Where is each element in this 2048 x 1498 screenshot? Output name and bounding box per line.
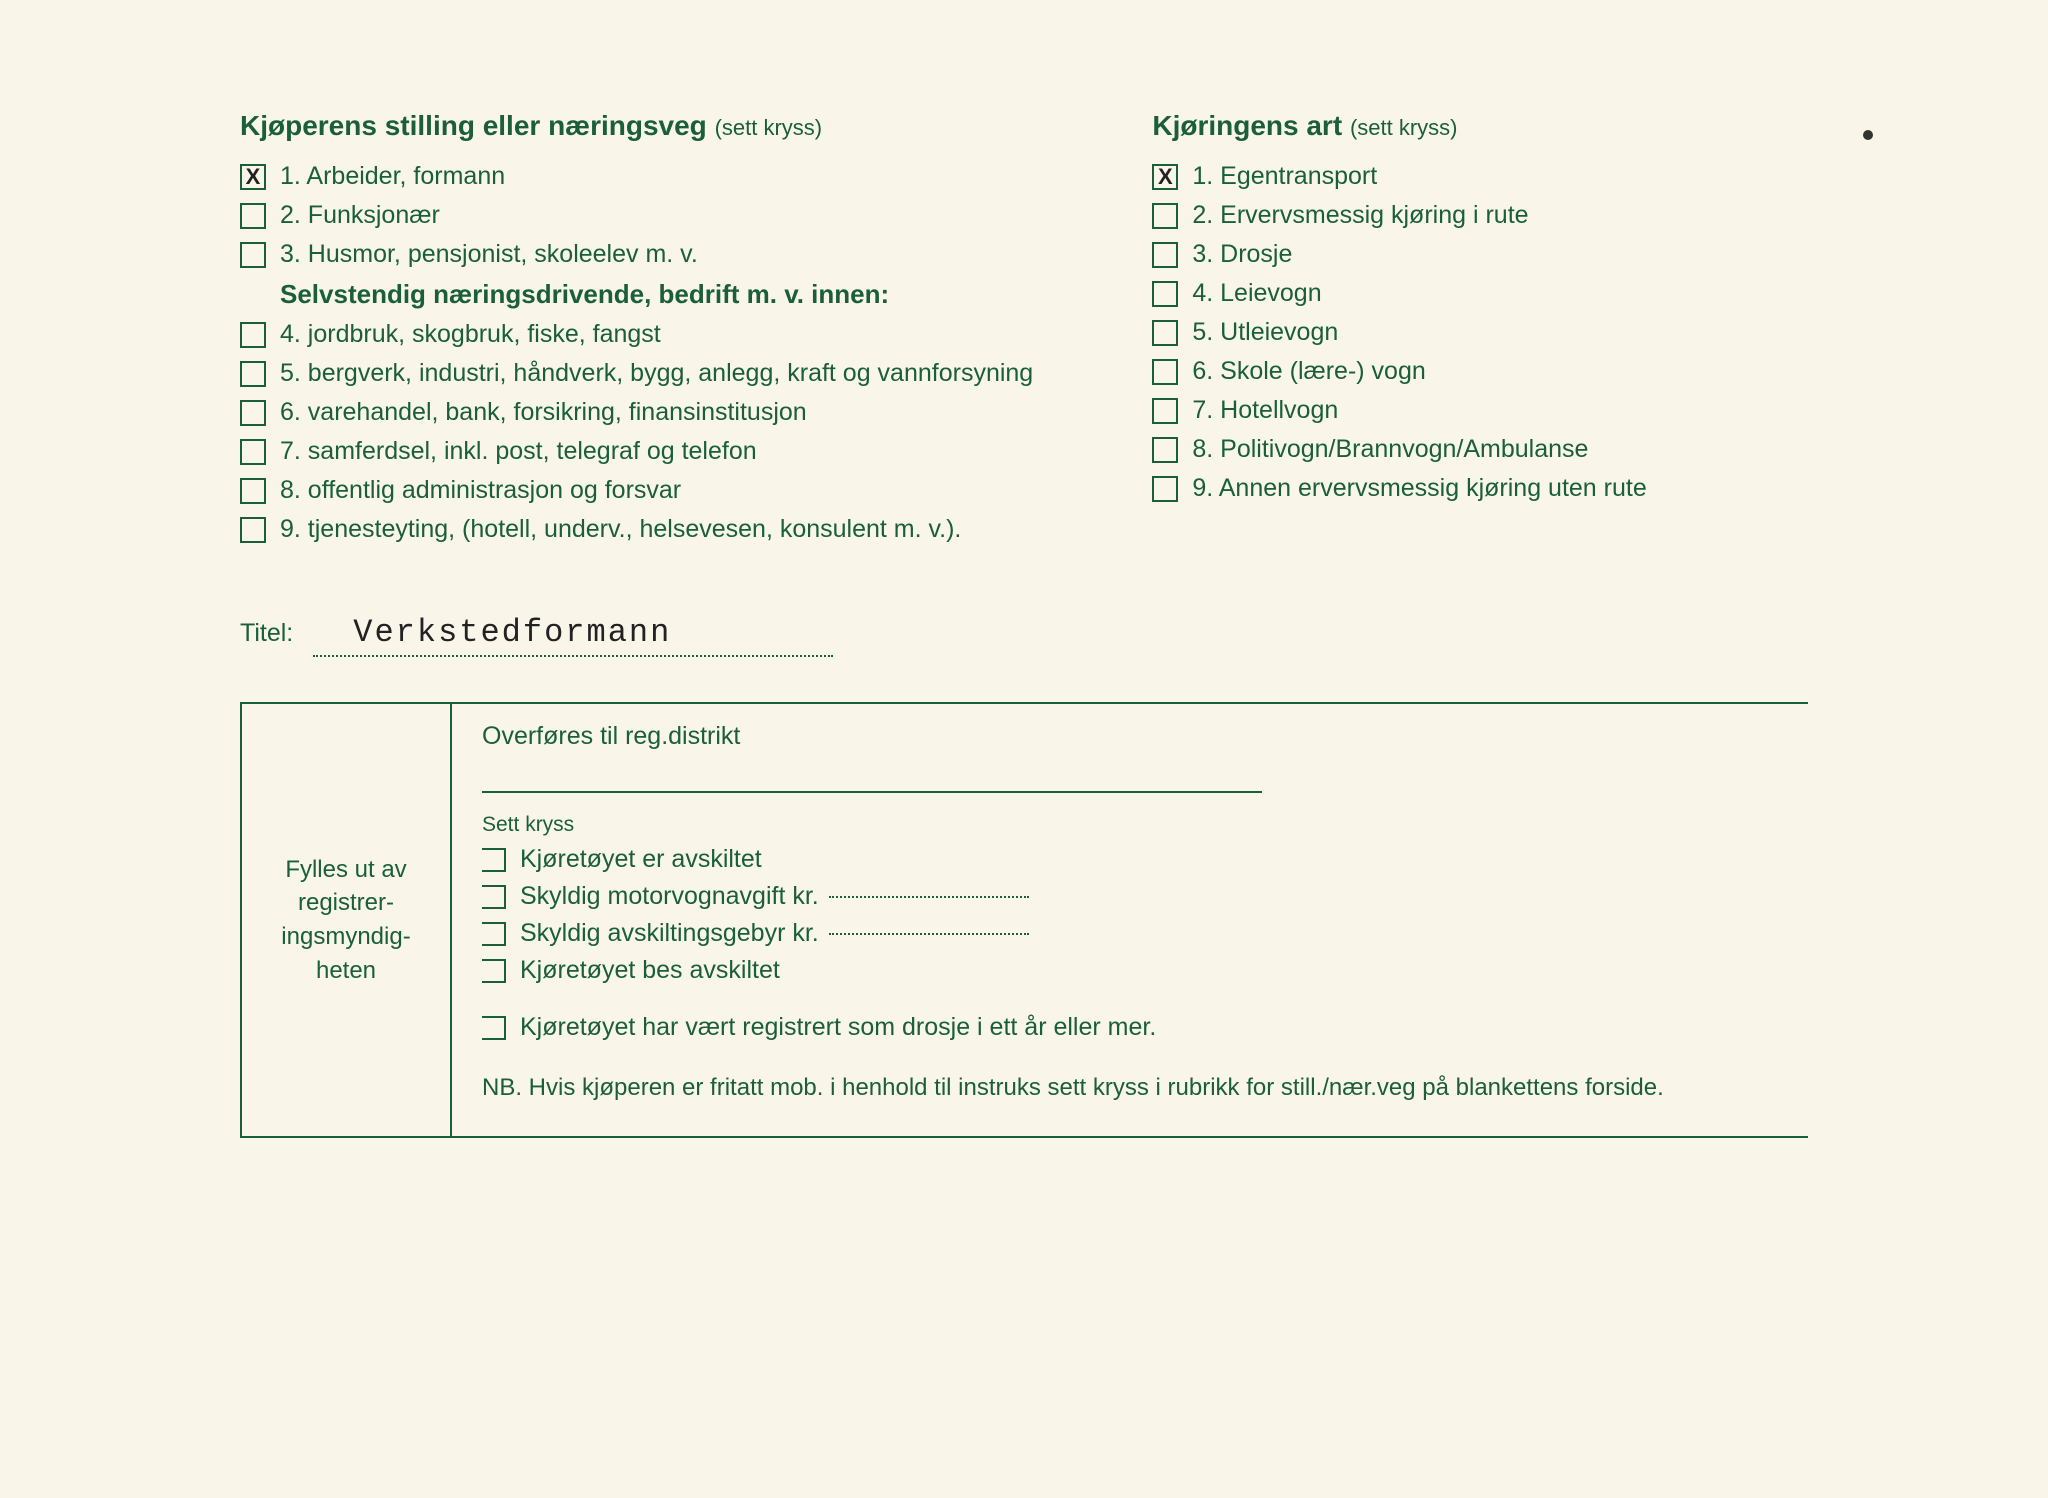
checkbox-row: 9. Annen ervervsmessig kjøring uten rute (1152, 474, 1808, 503)
checkbox-label: 8. offentlig administrasjon og forsvar (280, 476, 681, 505)
reg-check-label: Kjøretøyet er avskiltet (520, 845, 762, 874)
checkbox[interactable] (240, 164, 266, 190)
checkbox[interactable] (240, 242, 266, 268)
reg-check-label: Skyldig motorvognavgift kr. (520, 882, 819, 911)
checkbox[interactable] (1152, 359, 1178, 385)
reg-last-check-row: Kjøretøyet har vært registrert som drosj… (482, 1013, 1778, 1042)
checkbox-row: 4. Leievogn (1152, 279, 1808, 308)
checkbox-row: 7. samferdsel, inkl. post, telegraf og t… (240, 437, 1092, 466)
checkbox-label: 5. bergverk, industri, håndverk, bygg, a… (280, 359, 1033, 388)
reg-check-row: Kjøretøyet bes avskiltet (482, 956, 1778, 985)
reg-check-row: Skyldig avskiltingsgebyr kr. (482, 919, 1778, 948)
checkbox-label: 1. Egentransport (1192, 162, 1377, 191)
title-row: Titel: Verkstedformann (240, 614, 1808, 657)
reg-check-label: Skyldig avskiltingsgebyr kr. (520, 919, 819, 948)
left-heading-bold: Kjøperens stilling eller næringsveg (240, 110, 707, 141)
hole-punch (1863, 130, 1873, 140)
checkbox-row: 7. Hotellvogn (1152, 396, 1808, 425)
checkbox-label: 1. Arbeider, formann (280, 162, 505, 191)
reg-check-row: Kjøretøyet er avskiltet (482, 845, 1778, 874)
checkbox-label: 6. Skole (lære-) vogn (1192, 357, 1425, 386)
checkbox[interactable] (240, 439, 266, 465)
checkbox[interactable] (240, 517, 266, 543)
checkbox-row: 8. Politivogn/Brannvogn/Ambulanse (1152, 435, 1808, 464)
checkbox-row: 3. Drosje (1152, 240, 1808, 269)
checkbox-label: 3. Husmor, pensjonist, skoleelev m. v. (280, 240, 698, 269)
checkbox-label: 6. varehandel, bank, forsikring, finansi… (280, 398, 807, 427)
right-heading-bold: Kjøringens art (1152, 110, 1342, 141)
reg-checkbox[interactable] (482, 959, 506, 983)
reg-checkbox[interactable] (482, 885, 506, 909)
checkbox-label: 8. Politivogn/Brannvogn/Ambulanse (1192, 435, 1588, 464)
checkbox-row: 6. varehandel, bank, forsikring, finansi… (240, 398, 1092, 427)
reg-checkbox[interactable] (482, 922, 506, 946)
left-heading-small: (sett kryss) (715, 115, 823, 140)
checkbox-row: 8. offentlig administrasjon og forsvar (240, 476, 1092, 505)
reg-last-check-label: Kjøretøyet har vært registrert som drosj… (520, 1013, 1156, 1042)
reg-check-row: Skyldig motorvognavgift kr. (482, 882, 1778, 911)
checkbox-row: 3. Husmor, pensjonist, skoleelev m. v. (240, 240, 1092, 269)
reg-checks-list: Kjøretøyet er avskiltet Skyldig motorvogn… (482, 845, 1778, 985)
reg-check-label: Kjøretøyet bes avskiltet (520, 956, 780, 985)
checkbox[interactable] (240, 361, 266, 387)
checkbox[interactable] (1152, 203, 1178, 229)
checkbox-row: 6. Skole (lære-) vogn (1152, 357, 1808, 386)
checkbox-label: 7. samferdsel, inkl. post, telegraf og t… (280, 437, 757, 466)
checkbox[interactable] (1152, 281, 1178, 307)
registration-box: Fylles ut av registrer-ingsmyndig-heten … (240, 702, 1808, 1138)
checkbox-label: 4. Leievogn (1192, 279, 1321, 308)
checkbox[interactable] (1152, 398, 1178, 424)
right-heading: Kjøringens art (sett kryss) (1152, 110, 1808, 142)
title-label: Titel: (240, 619, 293, 648)
left-subitems-list: 4. jordbruk, skogbruk, fiske, fangst 5. b… (240, 320, 1092, 544)
title-field[interactable]: Verkstedformann (313, 614, 833, 657)
reg-sett-kryss-label: Sett kryss (482, 813, 1778, 837)
checkbox-row: 1. Arbeider, formann (240, 162, 1092, 191)
fill-line[interactable] (829, 896, 1029, 898)
checkbox-row: 5. bergverk, industri, håndverk, bygg, a… (240, 359, 1092, 388)
checkbox-row: 2. Ervervsmessig kjøring i rute (1152, 201, 1808, 230)
checkbox[interactable] (240, 203, 266, 229)
left-subheading: Selvstendig næringsdrivende, bedrift m. … (280, 279, 1092, 310)
fill-line[interactable] (829, 933, 1029, 935)
checkbox-label: 2. Ervervsmessig kjøring i rute (1192, 201, 1528, 230)
checkbox[interactable] (1152, 164, 1178, 190)
right-heading-small: (sett kryss) (1350, 115, 1458, 140)
buyer-occupation-section: Kjøperens stilling eller næringsveg (set… (240, 110, 1092, 554)
right-items-list: 1. Egentransport 2. Ervervsmessig kjøring… (1152, 162, 1808, 503)
columns-container: Kjøperens stilling eller næringsveg (set… (240, 110, 1808, 554)
reg-note: NB. Hvis kjøperen er fritatt mob. i henh… (482, 1070, 1778, 1106)
checkbox-label: 2. Funksjonær (280, 201, 440, 230)
checkbox-row: 2. Funksjonær (240, 201, 1092, 230)
checkbox-row: 9. tjenesteyting, (hotell, underv., hels… (240, 515, 1092, 544)
checkbox[interactable] (1152, 242, 1178, 268)
checkbox-row: 4. jordbruk, skogbruk, fiske, fangst (240, 320, 1092, 349)
checkbox-label: 3. Drosje (1192, 240, 1292, 269)
checkbox-label: 9. Annen ervervsmessig kjøring uten rute (1192, 474, 1646, 503)
reg-left-label: Fylles ut av registrer-ingsmyndig-heten (242, 704, 452, 1136)
reg-transfer-label: Overføres til reg.distrikt (482, 722, 1262, 793)
form-document: Kjøperens stilling eller næringsveg (set… (60, 30, 1988, 1468)
left-heading: Kjøperens stilling eller næringsveg (set… (240, 110, 1092, 142)
reg-checkbox[interactable] (482, 848, 506, 872)
left-items-list: 1. Arbeider, formann 2. Funksjonær 3. Husm… (240, 162, 1092, 269)
checkbox-label: 5. Utleievogn (1192, 318, 1338, 347)
checkbox-label: 4. jordbruk, skogbruk, fiske, fangst (280, 320, 661, 349)
reg-last-checkbox[interactable] (482, 1016, 506, 1040)
checkbox[interactable] (240, 322, 266, 348)
title-value: Verkstedformann (313, 614, 671, 651)
checkbox-label: 7. Hotellvogn (1192, 396, 1338, 425)
checkbox-row: 1. Egentransport (1152, 162, 1808, 191)
checkbox[interactable] (240, 400, 266, 426)
driving-type-section: Kjøringens art (sett kryss) 1. Egentrans… (1152, 110, 1808, 554)
checkbox-row: 5. Utleievogn (1152, 318, 1808, 347)
checkbox-label: 9. tjenesteyting, (hotell, underv., hels… (280, 515, 961, 544)
reg-left-text: Fylles ut av registrer-ingsmyndig-heten (262, 853, 430, 987)
checkbox[interactable] (1152, 320, 1178, 346)
checkbox[interactable] (240, 478, 266, 504)
reg-right-content: Overføres til reg.distrikt Sett kryss Kj… (452, 704, 1808, 1136)
checkbox[interactable] (1152, 476, 1178, 502)
checkbox[interactable] (1152, 437, 1178, 463)
